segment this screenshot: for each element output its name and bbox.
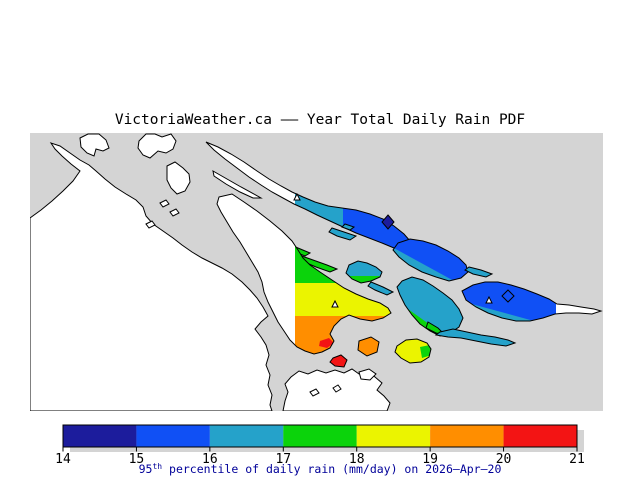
islet-samuel (464, 266, 494, 278)
colorbar-tick-label: 19 (422, 452, 438, 467)
colorbar-seg-16-17 (209, 425, 284, 447)
colorbar-tick-label: 15 (129, 452, 145, 467)
island-prevost-outline (345, 260, 383, 284)
station-marker-triangle-galiano (293, 192, 301, 201)
vancouver-island-coast (30, 142, 273, 411)
colorbar-tick-label: 17 (275, 452, 291, 467)
colorbar-tick-label: 21 (569, 452, 585, 467)
yellow-islet-green-zone (420, 345, 431, 358)
station-marker-triangle-saturna (485, 295, 493, 304)
island-tent-shoal (79, 133, 110, 157)
islet-cyan-1 (328, 227, 358, 241)
colorbar-seg-19-20 (430, 425, 504, 447)
rain-map (30, 133, 603, 411)
islet-red (329, 354, 348, 368)
prevost-green-zone (346, 276, 382, 283)
station-marker-diamond-outline (501, 289, 515, 303)
station-marker-diamond-filled (381, 214, 395, 230)
colorbar-seg-15-16 (136, 425, 210, 447)
colorbar-seg-18-19 (356, 425, 431, 447)
island-thetis (137, 133, 177, 159)
saltspring-red-zone (319, 338, 334, 348)
colorbar-frame (62, 424, 578, 448)
islet-speck-1 (159, 199, 170, 208)
island-kuper (166, 161, 191, 195)
caption-superscript: th (152, 462, 163, 471)
islet-speck-3 (145, 220, 156, 229)
islet-speck-5 (332, 384, 342, 393)
caption-base: 95 (138, 462, 153, 476)
islet-cyan-2 (341, 223, 356, 231)
island-south-pender (434, 328, 517, 347)
islet-speck-4 (309, 388, 320, 397)
colorbar-tick-label: 20 (496, 452, 512, 467)
colorbar-seg-14-15 (63, 425, 137, 447)
station-marker-triangle-saltspring (331, 299, 339, 308)
colorbar-seg-17-18 (283, 425, 357, 447)
islet-speck-2 (169, 208, 180, 217)
colorbar-seg-20-21 (503, 425, 577, 447)
caption-rest: percentile of daily rain (mm/day) on 202… (162, 462, 502, 476)
colorbar-tick-label: 14 (55, 452, 71, 467)
colorbar-tick-label: 16 (202, 452, 218, 467)
island-mayne-outline (392, 238, 469, 282)
islet-prevost-tail (367, 281, 395, 296)
islet-sliver (212, 170, 263, 199)
colorbar-ticks (62, 447, 578, 452)
colorbar-tick-label: 18 (349, 452, 365, 467)
islet-white-south (358, 368, 377, 381)
island-saturna-outline (461, 281, 603, 322)
colorbar: 14 15 16 17 18 19 20 21 (55, 424, 585, 467)
island-saltspring-outline (216, 193, 392, 355)
islet-yellow-outline (394, 338, 432, 364)
islet-orange (357, 336, 380, 357)
colorbar-caption: 95th percentile of daily rain (mm/day) o… (0, 461, 640, 475)
page-title: VictoriaWeather.ca —— Year Total Daily R… (114, 112, 526, 128)
